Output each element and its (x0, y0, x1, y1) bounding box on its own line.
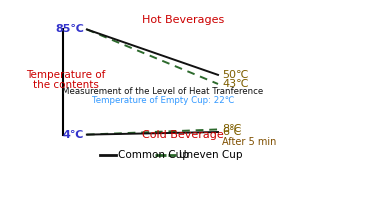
Text: 50℃: 50℃ (222, 70, 248, 80)
Text: After 5 min: After 5 min (222, 137, 276, 147)
Text: the contents: the contents (33, 80, 99, 90)
Text: 8℃: 8℃ (222, 124, 241, 134)
Text: 6℃: 6℃ (222, 127, 241, 137)
Text: 85℃: 85℃ (55, 24, 84, 34)
Text: Common Cup: Common Cup (118, 150, 189, 160)
Text: Uneven Cup: Uneven Cup (179, 150, 242, 160)
Text: 43℃: 43℃ (222, 79, 248, 89)
Text: 4℃: 4℃ (63, 130, 84, 140)
Text: Temperature of: Temperature of (26, 70, 106, 80)
Text: Cold Beverage: Cold Beverage (142, 130, 224, 140)
Text: Measurement of the Level of Heat Tranference: Measurement of the Level of Heat Tranfer… (62, 87, 263, 96)
Text: Hot Beverages: Hot Beverages (142, 15, 224, 25)
Text: Temperature of Empty Cup: 22℃: Temperature of Empty Cup: 22℃ (92, 96, 234, 105)
